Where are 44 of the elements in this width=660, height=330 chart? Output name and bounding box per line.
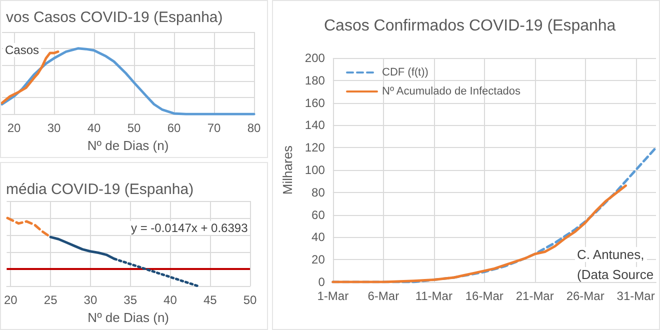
- x-tick-label: 6-Mar: [368, 289, 400, 303]
- x-tick-label: 25: [44, 293, 58, 308]
- y-tick-label: 40: [312, 230, 326, 244]
- y-axis-title: Milhares: [280, 144, 295, 195]
- y-tick-label: 180: [304, 73, 326, 88]
- x-tick-label: 70: [207, 121, 221, 136]
- legend-label: Nº Acumulado de Infectados: [382, 86, 522, 98]
- x-tick-label: 20: [7, 121, 21, 136]
- x-tick-label: 30: [84, 293, 98, 308]
- annotation: y = -0.0147x + 0.6393: [131, 221, 248, 235]
- x-tick-label: 40: [87, 121, 101, 136]
- x-tick-label: 26-Mar: [566, 289, 604, 303]
- chart-title: média COVID-19 (Espanha): [6, 181, 194, 198]
- x-tick-label: 35: [124, 293, 138, 308]
- x-tick-label: 11-Mar: [415, 289, 452, 303]
- y-tick-label: 80: [312, 185, 326, 200]
- x-tick-label: 31-Mar: [616, 289, 655, 303]
- y-tick-label: 140: [304, 118, 326, 132]
- y-tick-label: 200: [304, 51, 326, 65]
- x-tick-label: 80: [247, 121, 261, 136]
- annotation: Casos: [5, 43, 40, 57]
- x-tick-label: 40: [164, 293, 178, 308]
- y-tick-label: 0: [318, 275, 326, 289]
- x-tick-label: 30: [47, 121, 61, 136]
- x-tick-label: 60: [167, 121, 181, 136]
- y-tick-label: 120: [304, 140, 326, 155]
- legend-label: CDF (f(t)): [382, 66, 428, 78]
- y-tick-label: 100: [304, 163, 326, 177]
- x-tick-label: 20: [4, 293, 18, 308]
- x-axis-title: Nº de Dias (n): [88, 310, 170, 325]
- annotation: C. Antunes,: [577, 247, 644, 262]
- x-tick-label: 21-Mar: [516, 289, 554, 303]
- chart-title: vos Casos COVID-19 (Espanha): [6, 9, 223, 26]
- y-tick-label: 20: [312, 252, 326, 267]
- y-tick-label: 60: [312, 208, 326, 222]
- annotation: (Data Source: [577, 267, 654, 282]
- x-tick-label: 45: [203, 293, 218, 308]
- x-tick-label: 16-Mar: [465, 289, 504, 303]
- y-tick-label: 160: [304, 96, 326, 110]
- x-axis-title: Nº de Dias (n): [87, 138, 169, 153]
- x-tick-label: 50: [127, 121, 141, 136]
- chart-title: Casos Confirmados COVID-19 (Espanha: [324, 18, 616, 34]
- x-tick-label: 1-Mar: [317, 289, 349, 303]
- x-tick-label: 50: [243, 293, 257, 308]
